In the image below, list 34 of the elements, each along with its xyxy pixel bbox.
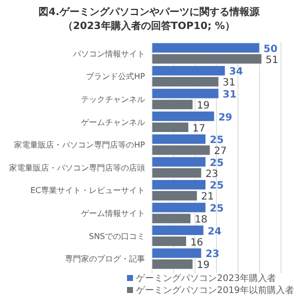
data-label: 16 xyxy=(190,237,204,248)
y-tick-label: ゲームチャンネル xyxy=(81,118,145,127)
data-label: 23 xyxy=(205,168,218,180)
data-label: 17 xyxy=(192,123,206,134)
data-label: 23 xyxy=(205,249,220,260)
data-label: 34 xyxy=(229,66,244,78)
legend-label: ゲーミングパソコン2019年以前購入者 xyxy=(136,285,294,296)
data-label: 50 xyxy=(264,44,278,55)
data-label: 24 xyxy=(208,226,222,238)
data-label: 21 xyxy=(201,192,214,203)
y-tick-label: パソコン情報サイト xyxy=(72,49,145,58)
y-tick-label: ゲーム情報サイト xyxy=(81,209,145,218)
data-label: 19 xyxy=(196,260,210,272)
chart-subtitle: （2023年購入者の回答TOP10; %） xyxy=(63,20,235,32)
data-label: 25 xyxy=(210,180,224,192)
data-label: 25 xyxy=(210,204,224,214)
data-label: 29 xyxy=(218,112,232,124)
data-label: 25 xyxy=(210,135,224,146)
data-label: 31 xyxy=(222,90,237,100)
y-tick-label: SNSでの口コミ xyxy=(88,232,145,241)
data-label: 51 xyxy=(266,54,278,66)
legend-label: ゲーミングパソコン2023年購入者 xyxy=(136,273,276,284)
data-label: 19 xyxy=(196,100,210,112)
data-label: 27 xyxy=(214,146,227,158)
data-label: 25 xyxy=(210,158,224,169)
y-tick-label: 家電量販店・パソコン専門店等のHP xyxy=(14,140,146,150)
y-tick-label: EC専業サイト・レビューサイト xyxy=(30,186,145,196)
data-label: 31 xyxy=(222,78,236,89)
y-tick-label: テックチャンネル xyxy=(81,95,145,104)
y-tick-label: 家電量販店・パソコン専門店等の店頭 xyxy=(9,163,145,172)
y-tick-label: 専門家のブログ・記事 xyxy=(65,254,145,264)
y-tick-label: ブランド公式HP xyxy=(86,72,146,82)
chart-title: 図4.ゲーミングパソコンやパーツに関する情報源 xyxy=(38,6,260,18)
data-label: 18 xyxy=(194,214,208,226)
